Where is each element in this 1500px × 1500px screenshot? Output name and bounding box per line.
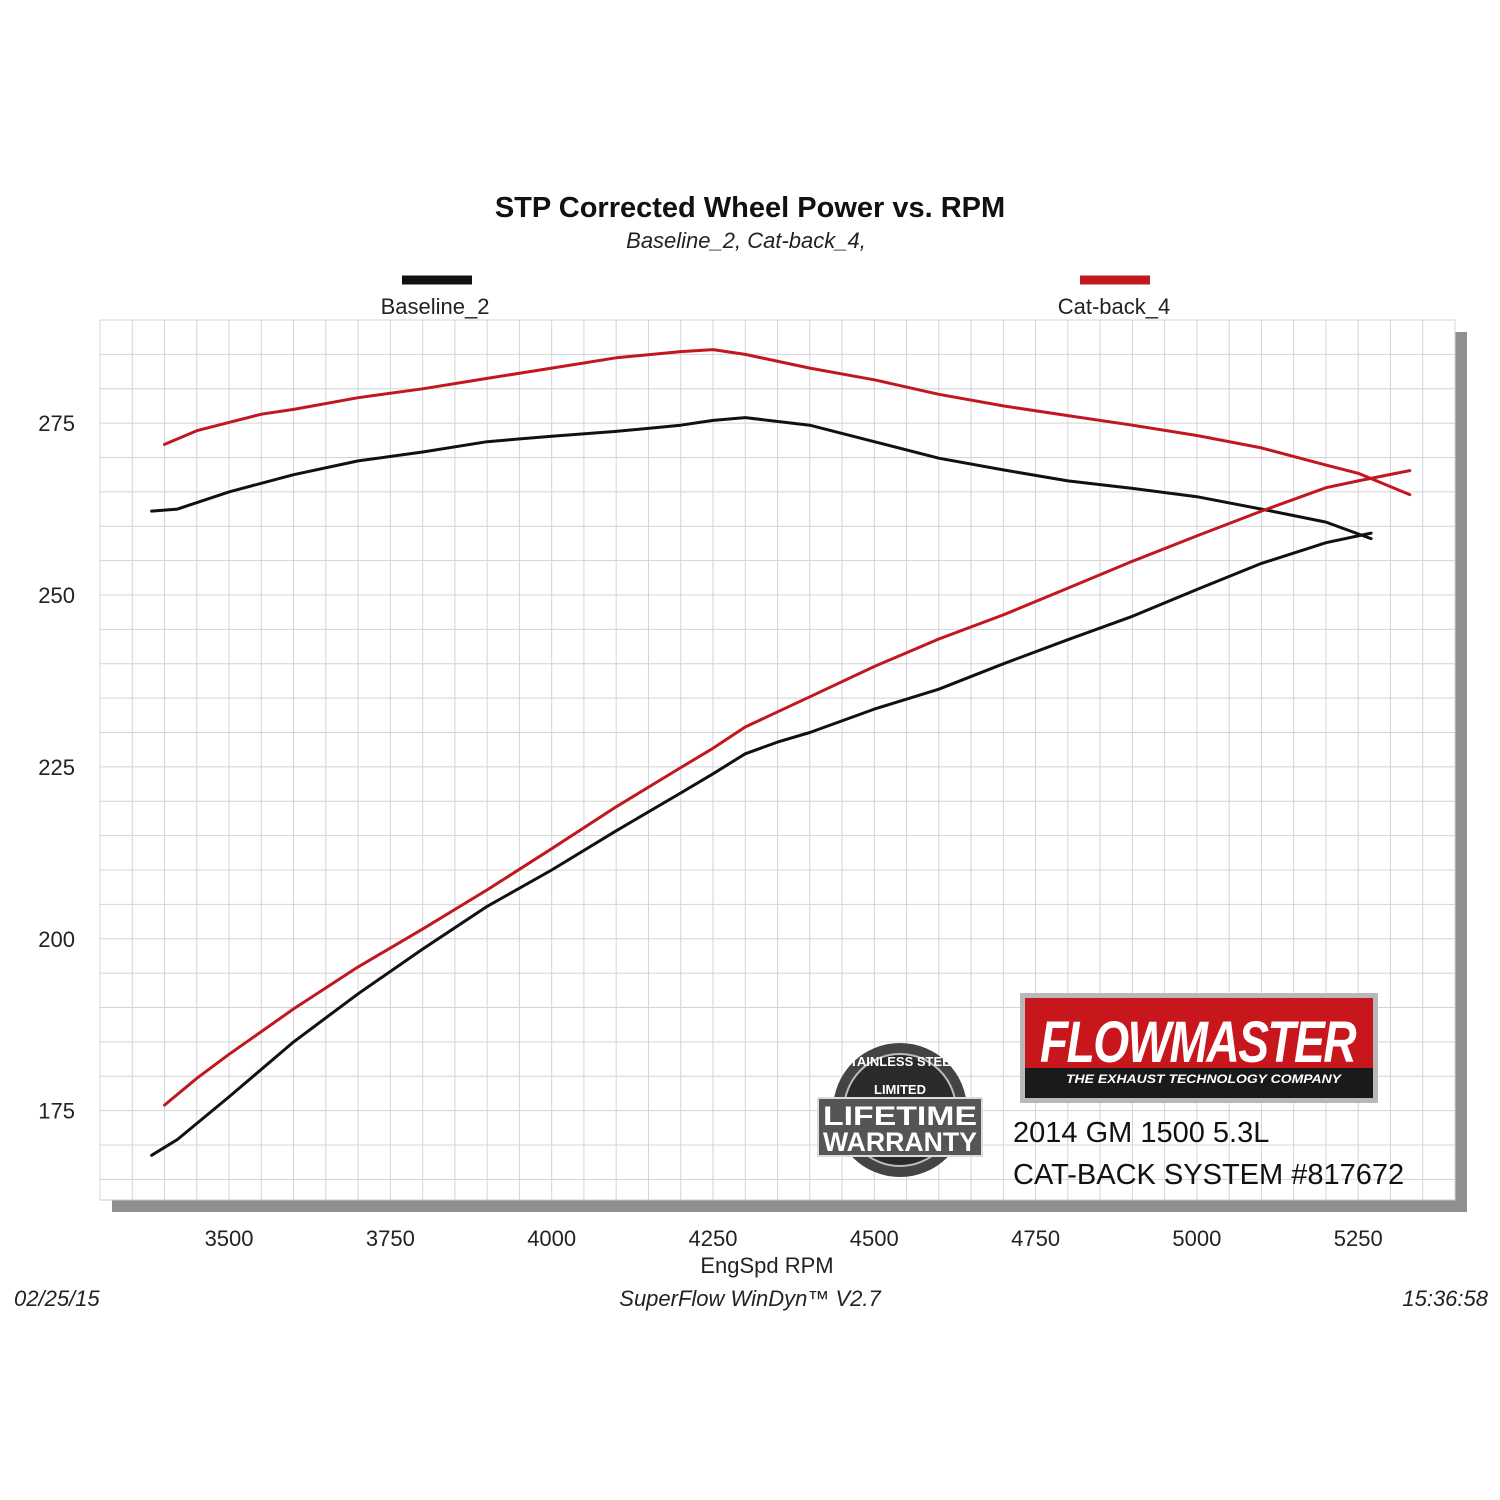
plot-shadow-bottom xyxy=(112,1200,1467,1212)
x-tick-label: 4250 xyxy=(688,1226,737,1251)
y-axis-ticks: 175 200 225 250 275 xyxy=(38,411,75,1124)
catback-torque-line xyxy=(163,469,1412,1107)
logo-red-band xyxy=(1025,998,1373,1068)
seal-line-1: LIFETIME xyxy=(823,1101,977,1131)
x-tick-label: 5250 xyxy=(1334,1226,1383,1251)
x-tick-label: 3500 xyxy=(205,1226,254,1251)
lifetime-warranty-seal: STAINLESS STEEL LIMITED LIFETIME WARRANT… xyxy=(817,1043,983,1177)
chart-subtitle: Baseline_2, Cat-back_4, xyxy=(626,228,866,253)
plot-shadow-right xyxy=(1455,332,1467,1212)
caption-part-number: CAT-BACK SYSTEM #817672 xyxy=(1013,1159,1404,1191)
catback-power-line xyxy=(163,348,1412,497)
chart-title: STP Corrected Wheel Power vs. RPM xyxy=(495,192,1005,224)
y-tick-label: 200 xyxy=(38,927,75,952)
logo-tagline: THE EXHAUST TECHNOLOGY COMPANY xyxy=(1066,1072,1342,1086)
y-tick-label: 250 xyxy=(38,583,75,608)
footer-date: 02/25/15 xyxy=(14,1286,100,1311)
baseline-power-line xyxy=(150,416,1373,541)
legend: Baseline_2 Cat-back_4 xyxy=(381,275,1171,319)
y-tick-label: 275 xyxy=(38,411,75,436)
flowmaster-logo: FLOWMASTER THE EXHAUST TECHNOLOGY COMPAN… xyxy=(1020,993,1378,1103)
seal-limited-text: LIMITED xyxy=(874,1082,926,1097)
seal-top-text: STAINLESS STEEL xyxy=(841,1054,959,1069)
seal-line-2: WARRANTY xyxy=(823,1127,977,1157)
x-tick-label: 5000 xyxy=(1172,1226,1221,1251)
caption-vehicle: 2014 GM 1500 5.3L xyxy=(1013,1117,1269,1149)
x-tick-label: 4000 xyxy=(527,1226,576,1251)
x-tick-label: 4500 xyxy=(850,1226,899,1251)
footer-time: 15:36:58 xyxy=(1402,1286,1488,1311)
logo-wordmark: FLOWMASTER xyxy=(1040,1010,1357,1075)
y-tick-label: 225 xyxy=(38,755,75,780)
series-lines xyxy=(150,348,1412,1157)
legend-label-baseline: Baseline_2 xyxy=(381,294,490,319)
x-axis-ticks: 3500 3750 4000 4250 4500 4750 5000 5250 xyxy=(205,1226,1383,1251)
x-tick-label: 4750 xyxy=(1011,1226,1060,1251)
x-axis-label: EngSpd RPM xyxy=(700,1253,833,1278)
legend-label-catback: Cat-back_4 xyxy=(1058,294,1171,319)
seal-banner xyxy=(817,1097,983,1157)
x-tick-label: 3750 xyxy=(366,1226,415,1251)
y-tick-label: 175 xyxy=(38,1099,75,1124)
footer-software: SuperFlow WinDyn™ V2.7 xyxy=(619,1286,881,1311)
baseline-torque-line xyxy=(150,531,1373,1157)
